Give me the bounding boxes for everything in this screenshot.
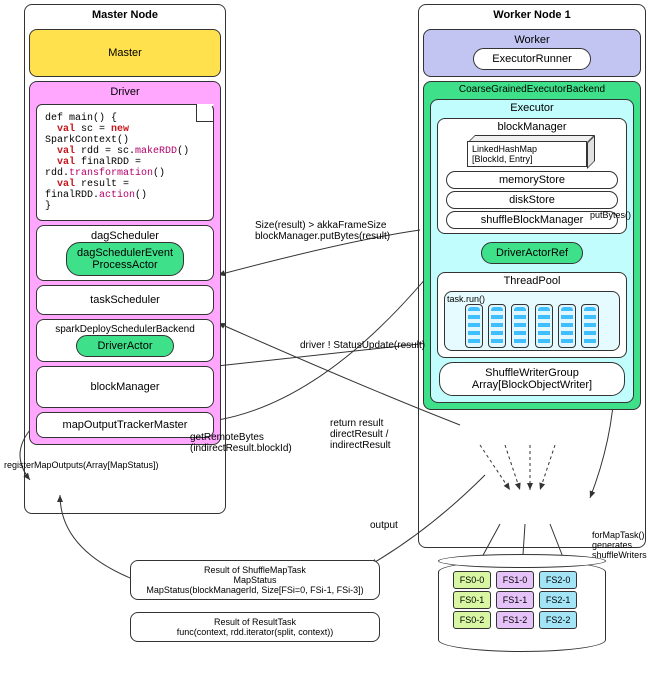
code-line-5: val result = finalRDD.action()	[45, 179, 205, 201]
code-line-4: val finalRDD = rdd.transformation()	[45, 157, 205, 179]
master-label: Master	[108, 47, 142, 59]
linked-hashmap-icon: LinkedHashMap [BlockId, Entry]	[467, 135, 597, 167]
map-output-tracker-label: mapOutputTrackerMaster	[63, 419, 188, 431]
fs-cylinder: FS0-0 FS1-0 FS2-0 FS0-1 FS1-1 FS2-1 FS0-…	[438, 560, 606, 652]
driver-title: Driver	[32, 84, 218, 100]
dag-scheduler-actor: dagSchedulerEvent ProcessActor	[66, 242, 184, 276]
worker-box: Worker ExecutorRunner	[423, 29, 641, 77]
backend-title: sparkDeploySchedulerBackend	[41, 324, 209, 335]
threadpool-box: ThreadPool task.run()	[437, 272, 627, 358]
get-remote-label: getRemoteBytes (indirectResult.blockId)	[190, 432, 292, 454]
register-map-label: registerMapOutputs(Array[MapStatus])	[4, 460, 159, 470]
fs-chip: FS0-0	[453, 571, 491, 589]
driver-status-label: driver ! StatusUpdate(result)	[300, 340, 425, 351]
dag-scheduler-box: dagScheduler dagSchedulerEvent ProcessAc…	[36, 225, 214, 281]
thread-icon	[558, 304, 576, 348]
worker-node-title: Worker Node 1	[419, 5, 645, 25]
thread-icon	[465, 304, 483, 348]
taskrun-label: task.run()	[447, 294, 617, 304]
memory-store: memoryStore	[446, 171, 618, 189]
driver-actor-ref: DriverActorRef	[481, 242, 583, 264]
executor-title: Executor	[433, 102, 631, 114]
fs-chip: FS1-1	[496, 591, 534, 609]
return-result-label: return result directResult / indirectRes…	[330, 418, 391, 451]
fs-chip: FS2-0	[539, 571, 577, 589]
executor-box: Executor blockManager LinkedHashMap [Blo…	[430, 99, 634, 403]
output-label: output	[370, 520, 398, 531]
worker-title: Worker	[428, 34, 636, 46]
master-node-title: Master Node	[25, 5, 225, 25]
thread-icon	[581, 304, 599, 348]
fs-chip: FS0-2	[453, 611, 491, 629]
master-box: Master	[29, 29, 221, 77]
driver-box: Driver def main() { val sc = new SparkCo…	[29, 81, 221, 445]
taskrun-box: task.run()	[444, 291, 620, 351]
thread-icon	[511, 304, 529, 348]
result-task-box: Result of ResultTask func(context, rdd.i…	[130, 612, 380, 642]
driver-actor: DriverActor	[76, 335, 173, 357]
disk-store: diskStore	[446, 191, 618, 209]
fs-chip: FS2-1	[539, 591, 577, 609]
size-result-label: Size(result) > akkaFrameSize blockManage…	[255, 220, 390, 242]
shuffle-writer-group: ShuffleWriterGroup Array[BlockObjectWrit…	[439, 362, 625, 396]
code-line-1: def main() {	[45, 113, 205, 124]
task-scheduler-box: taskScheduler	[36, 285, 214, 315]
code-line-2: val sc = new SparkContext()	[45, 124, 205, 146]
coarse-backend-title: CoarseGrainedExecutorBackend	[426, 84, 638, 95]
thread-icon	[535, 304, 553, 348]
coarse-backend-box: CoarseGrainedExecutorBackend Executor bl…	[423, 81, 641, 410]
code-line-6: }	[45, 201, 205, 212]
executor-runner: ExecutorRunner	[473, 48, 591, 70]
task-scheduler-label: taskScheduler	[90, 294, 160, 306]
driver-block-manager-label: blockManager	[90, 381, 159, 393]
fs-chip: FS1-0	[496, 571, 534, 589]
driver-block-manager: blockManager	[36, 366, 214, 408]
thread-bars	[447, 304, 617, 348]
fs-chip: FS1-2	[496, 611, 534, 629]
put-bytes-label: putBytes()	[590, 210, 631, 220]
code-line-3: val rdd = sc.makeRDD()	[45, 146, 205, 157]
worker-block-manager-title: blockManager	[440, 121, 624, 133]
thread-icon	[488, 304, 506, 348]
linked-hashmap-label: LinkedHashMap [BlockId, Entry]	[467, 141, 587, 167]
fs-grid: FS0-0 FS1-0 FS2-0 FS0-1 FS1-1 FS2-1 FS0-…	[452, 570, 578, 630]
worker-node: Worker Node 1 Worker ExecutorRunner Coar…	[418, 4, 646, 548]
backend-box: sparkDeploySchedulerBackend DriverActor	[36, 319, 214, 362]
result-shuffle-box: Result of ShuffleMapTask MapStatus MapSt…	[130, 560, 380, 600]
code-block: def main() { val sc = new SparkContext()…	[36, 104, 214, 221]
page-corner-icon	[196, 104, 214, 122]
threadpool-title: ThreadPool	[440, 275, 624, 287]
dag-scheduler-title: dagScheduler	[41, 230, 209, 242]
for-map-task-label: forMapTask() generates shuffleWriters	[592, 530, 647, 560]
map-output-tracker: mapOutputTrackerMaster	[36, 412, 214, 438]
fs-chip: FS2-2	[539, 611, 577, 629]
fs-chip: FS0-1	[453, 591, 491, 609]
